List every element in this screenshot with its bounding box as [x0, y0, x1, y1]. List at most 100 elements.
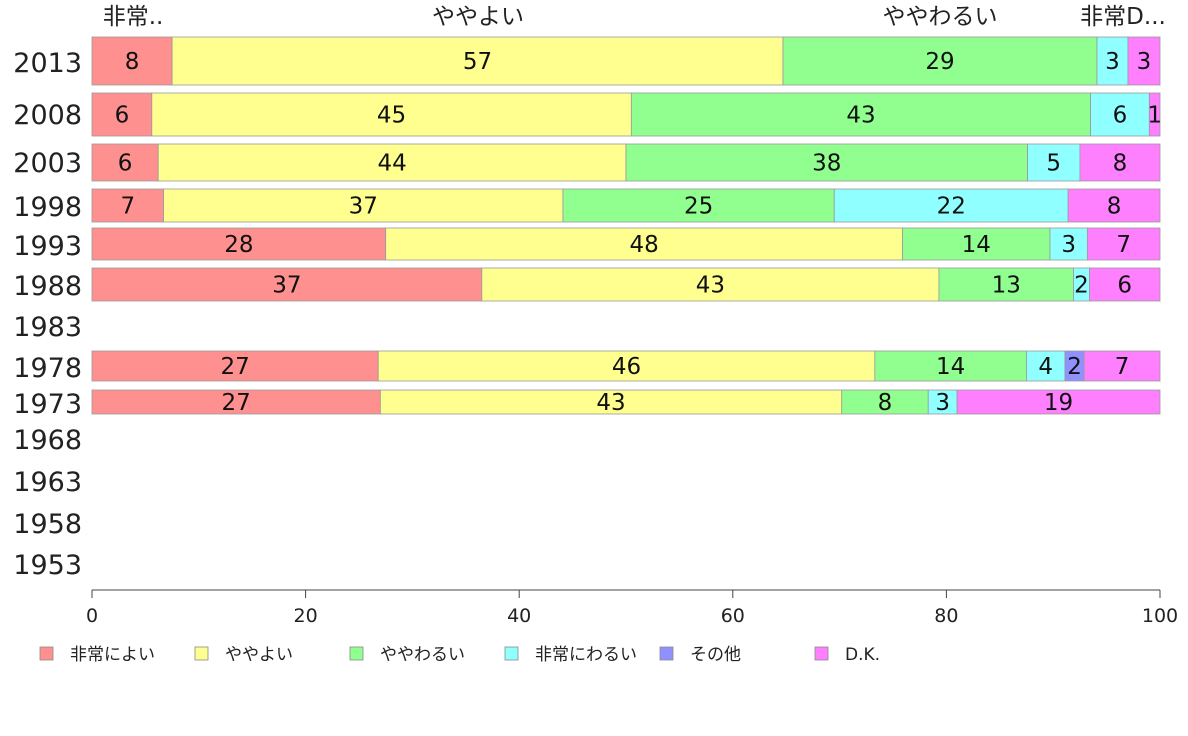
bar-segment	[171, 36, 784, 86]
x-tick-label: 0	[86, 605, 98, 627]
bar-segment	[1089, 267, 1161, 302]
bar-segment	[874, 350, 1027, 382]
bar-segment	[902, 227, 1051, 261]
bar-value-label: 2	[1067, 354, 1082, 380]
legend-label: D.K.	[845, 645, 880, 665]
bar-value-label: 1	[1147, 103, 1162, 129]
bar-value-label: 7	[1116, 232, 1131, 258]
bar-segment	[91, 188, 164, 223]
year-label: 1973	[13, 389, 82, 420]
bar-segment	[841, 389, 929, 415]
legend-swatch	[194, 646, 209, 661]
bar-segment	[1086, 227, 1161, 261]
bar-value-label: 37	[272, 273, 301, 299]
x-axis: 0 20 40 60 80 100	[86, 589, 1178, 627]
bar-value-label: 44	[377, 151, 406, 177]
bar-value-label: 14	[936, 354, 965, 380]
bar-value-label: 6	[1113, 103, 1128, 129]
year-label: 2013	[13, 48, 82, 79]
legend-label: その他	[690, 645, 741, 665]
bar-segment	[151, 92, 632, 137]
legend-swatch	[659, 646, 674, 661]
bar-segment	[630, 92, 1091, 137]
bar-segment	[1083, 350, 1161, 382]
top-category-labels: 非常.. ややよい ややわるい 非常D...	[103, 4, 1166, 30]
bar-value-label: 8	[1113, 151, 1128, 177]
bar-value-label: 43	[596, 390, 625, 416]
bar-segment	[1148, 92, 1161, 137]
year-label: 1958	[13, 509, 82, 540]
bar-value-label: 13	[992, 273, 1021, 299]
bar-value-label: 43	[696, 273, 725, 299]
legend-label: 非常にわるい	[535, 645, 637, 665]
bar-value-label: 3	[1105, 49, 1120, 75]
bar-value-label: 7	[120, 194, 135, 220]
bar-segment	[1127, 36, 1161, 86]
bar-value-label: 4	[1038, 354, 1053, 380]
bar-value-label: 7	[1115, 354, 1130, 380]
bar-segment	[91, 92, 153, 137]
bar-value-label: 29	[925, 49, 954, 75]
legend-swatch	[504, 646, 519, 661]
bar-value-label: 43	[846, 103, 875, 129]
bar-value-label: 37	[349, 194, 378, 220]
legend-label: 非常によい	[70, 645, 155, 665]
top-label: ややわるい	[883, 4, 998, 30]
bar-segment	[782, 36, 1098, 86]
bar-value-label: 5	[1046, 151, 1061, 177]
year-label: 2008	[13, 100, 82, 131]
bar-segment	[91, 36, 173, 86]
bar-segment	[956, 389, 1161, 415]
year-label: 1953	[13, 550, 82, 581]
bar-value-label: 3	[935, 390, 950, 416]
bar-segment	[938, 267, 1074, 302]
bar-segment	[833, 188, 1069, 223]
x-tick-label: 60	[721, 605, 745, 627]
legend-swatch	[349, 646, 364, 661]
bar-value-label: 3	[1137, 49, 1152, 75]
year-label: 1983	[13, 312, 82, 343]
year-label: 1978	[13, 353, 82, 384]
bar-segment	[625, 143, 1028, 182]
x-tick-label: 80	[934, 605, 958, 627]
bar-segment	[91, 267, 483, 302]
year-label: 2003	[13, 148, 82, 179]
bar-value-label: 14	[962, 232, 991, 258]
bar-value-label: 6	[115, 103, 130, 129]
bar-value-label: 22	[937, 194, 966, 220]
year-label: 1988	[13, 271, 82, 302]
legend-label: ややわるい	[380, 645, 465, 665]
year-label: 1998	[13, 192, 82, 223]
top-label: 非常..	[103, 4, 164, 30]
bar-value-label: 45	[377, 103, 406, 129]
bar-segment	[1027, 143, 1081, 182]
legend: 非常によい ややよい ややわるい 非常にわるい その他 D.K.	[39, 645, 880, 665]
bar-value-label: 2	[1074, 273, 1089, 299]
bar-value-label: 8	[1107, 194, 1122, 220]
bar-segment	[1090, 92, 1150, 137]
bar-value-label: 38	[812, 151, 841, 177]
bar-value-label: 3	[1061, 232, 1076, 258]
bar-segment	[91, 350, 379, 382]
bar-value-label: 48	[630, 232, 659, 258]
bar-value-label: 8	[125, 49, 140, 75]
bar-value-label: 27	[220, 354, 249, 380]
bars: 8 57 29 3 36 45 43 6 16 44 38 5 87 37 25 22 828 48 14 3 737 4…	[91, 36, 1162, 416]
x-tick-label: 100	[1142, 605, 1178, 627]
bar-value-label: 28	[224, 232, 253, 258]
bar-segment	[1067, 188, 1161, 223]
bar-segment	[1079, 143, 1161, 182]
top-label: ややよい	[432, 4, 524, 30]
legend-label: ややよい	[225, 645, 293, 665]
top-label: 非常D...	[1080, 4, 1166, 30]
bar-value-label: 19	[1044, 390, 1073, 416]
x-tick-label: 40	[507, 605, 531, 627]
bar-segment	[927, 389, 958, 415]
legend-swatch	[814, 646, 829, 661]
bar-value-label: 25	[684, 194, 713, 220]
bar-segment	[91, 389, 381, 415]
bar-value-label: 6	[118, 151, 133, 177]
year-label: 1968	[13, 425, 82, 456]
year-axis-labels: 2013 2008 2003 1998 1993 1988 1983 1978 1973 1968…	[13, 48, 82, 581]
